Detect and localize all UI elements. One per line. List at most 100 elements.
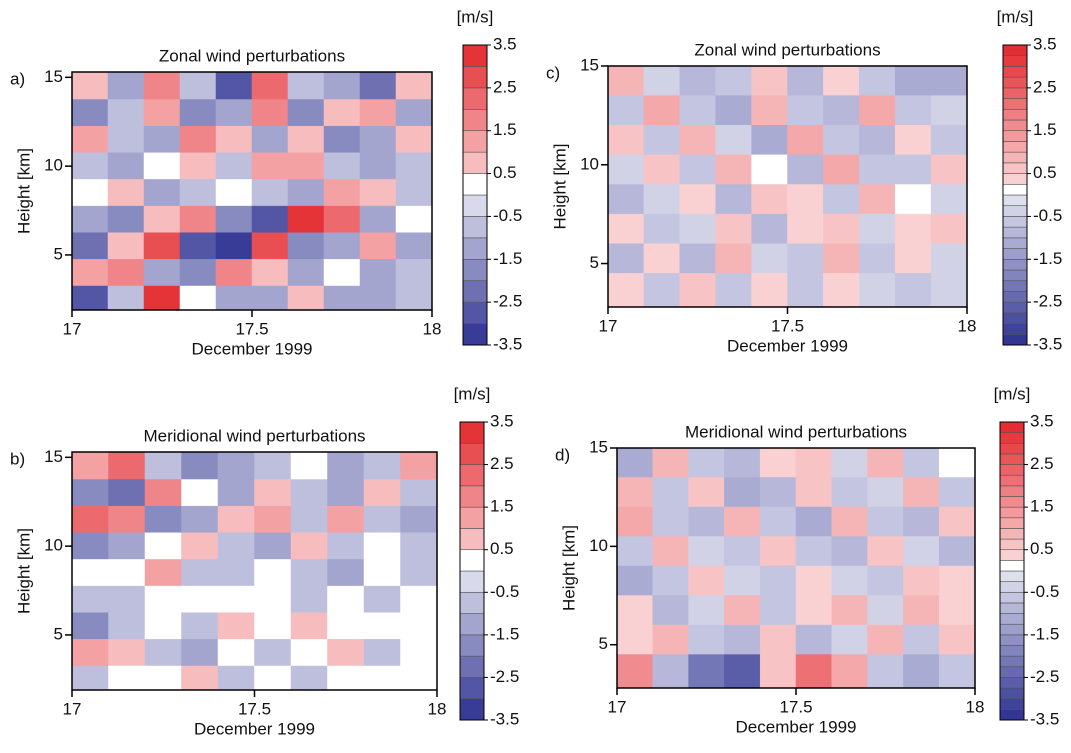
colorbar-band [1002,258,1028,271]
x-tick-label: 17.5 [779,697,812,716]
field-cell [217,665,255,691]
colorbar-band [1002,141,1028,153]
field-cell [400,665,438,691]
field-cell [143,205,181,233]
field-cell [859,243,896,274]
colorbar-band [1002,151,1028,164]
colorbar-band [459,634,485,657]
colorbar-band [462,323,488,346]
field-cell [823,154,860,185]
field-cell [215,205,253,233]
field-cell [787,184,824,215]
colorbar-unit: [m/s] [454,384,491,403]
field-cell [903,654,940,689]
colorbar-band [459,485,485,508]
colorbar-band [459,570,485,593]
field-cell [823,125,860,156]
field-cell [795,506,833,537]
field-cell [359,125,397,154]
field-cell [327,479,365,507]
field-cell [759,477,797,508]
field-cell [759,654,797,689]
colorbar-band [462,194,488,217]
colorbar-band [999,538,1025,551]
colorbar-tick-label: 1.5 [1033,120,1057,139]
colorbar-band [1002,162,1028,174]
field-cell [759,565,797,596]
colorbar-tick-label: -2.5 [493,292,522,311]
panel-label: b) [10,449,25,468]
field-cell [903,477,940,508]
field-cell [181,559,219,587]
field-cell [290,665,328,691]
colorbar-tick-label: 3.5 [1033,34,1057,53]
field-cell [217,532,255,560]
field-cell [254,532,292,560]
field-cell [400,532,438,560]
colorbar-tick-label: -1.5 [493,249,522,268]
field-cell [867,447,904,478]
field-cell [823,95,860,126]
field-cell [930,273,968,308]
field-cell [903,624,940,655]
field-cell [715,243,752,274]
field-cell [144,665,182,691]
colorbar-band [1002,44,1028,57]
colorbar-frame [999,421,1025,721]
field-cell [143,285,181,311]
field-cell [215,152,253,180]
colorbar-band [999,432,1025,444]
field-cell [823,65,860,96]
field-cell [652,506,689,537]
field-cell [107,125,145,154]
field-cell [831,477,868,508]
panel: 17 17.5 18 5 10 15 Meridional wind perturbatio… [10,384,519,738]
field-cell [107,285,145,311]
field-cell [290,585,328,613]
field-cell [759,447,797,478]
field-cell [323,259,361,287]
field-cell [823,184,860,215]
field-cell [715,125,752,156]
field-cell [71,205,109,233]
field-cell [643,154,681,185]
field-cell [363,639,401,667]
field-cell [217,451,255,480]
colorbar-band [999,634,1025,646]
field-cell [688,654,725,689]
field-cell [795,654,833,689]
colorbar-band [999,709,1025,721]
field-cell [751,125,788,156]
colorbar-band [1002,291,1028,303]
field-cell [179,71,217,100]
field-cell [179,179,217,207]
panel-title: Meridional wind perturbations [685,422,907,441]
field-cell [831,565,868,596]
field-cell [795,565,833,596]
field-cell [831,654,868,689]
colorbar-band [459,677,485,700]
field-cell [400,559,438,587]
field-cell [751,213,788,245]
colorbar-band [999,506,1025,519]
field-cell [143,99,181,127]
colorbar-band [1002,333,1028,346]
field-cell [287,179,325,207]
panel: 17 17.5 18 5 10 15 Zonal wind perturbations c) D… [546,7,1062,355]
field-cell [323,71,361,100]
panel-label: a) [10,69,25,88]
field-cell [859,125,896,156]
field-cell [217,505,255,534]
colorbar-unit: [m/s] [997,7,1034,26]
field-cell [359,99,397,127]
colorbar-band [462,66,488,89]
field-cell [688,447,725,478]
colorbar-band [462,216,488,239]
field-cell [759,624,797,655]
colorbar-band [462,258,488,282]
colorbar-band [999,591,1025,604]
field-cell [287,71,325,100]
field-cell [930,213,968,245]
colorbar-band [999,528,1025,540]
field-cell [823,273,860,308]
